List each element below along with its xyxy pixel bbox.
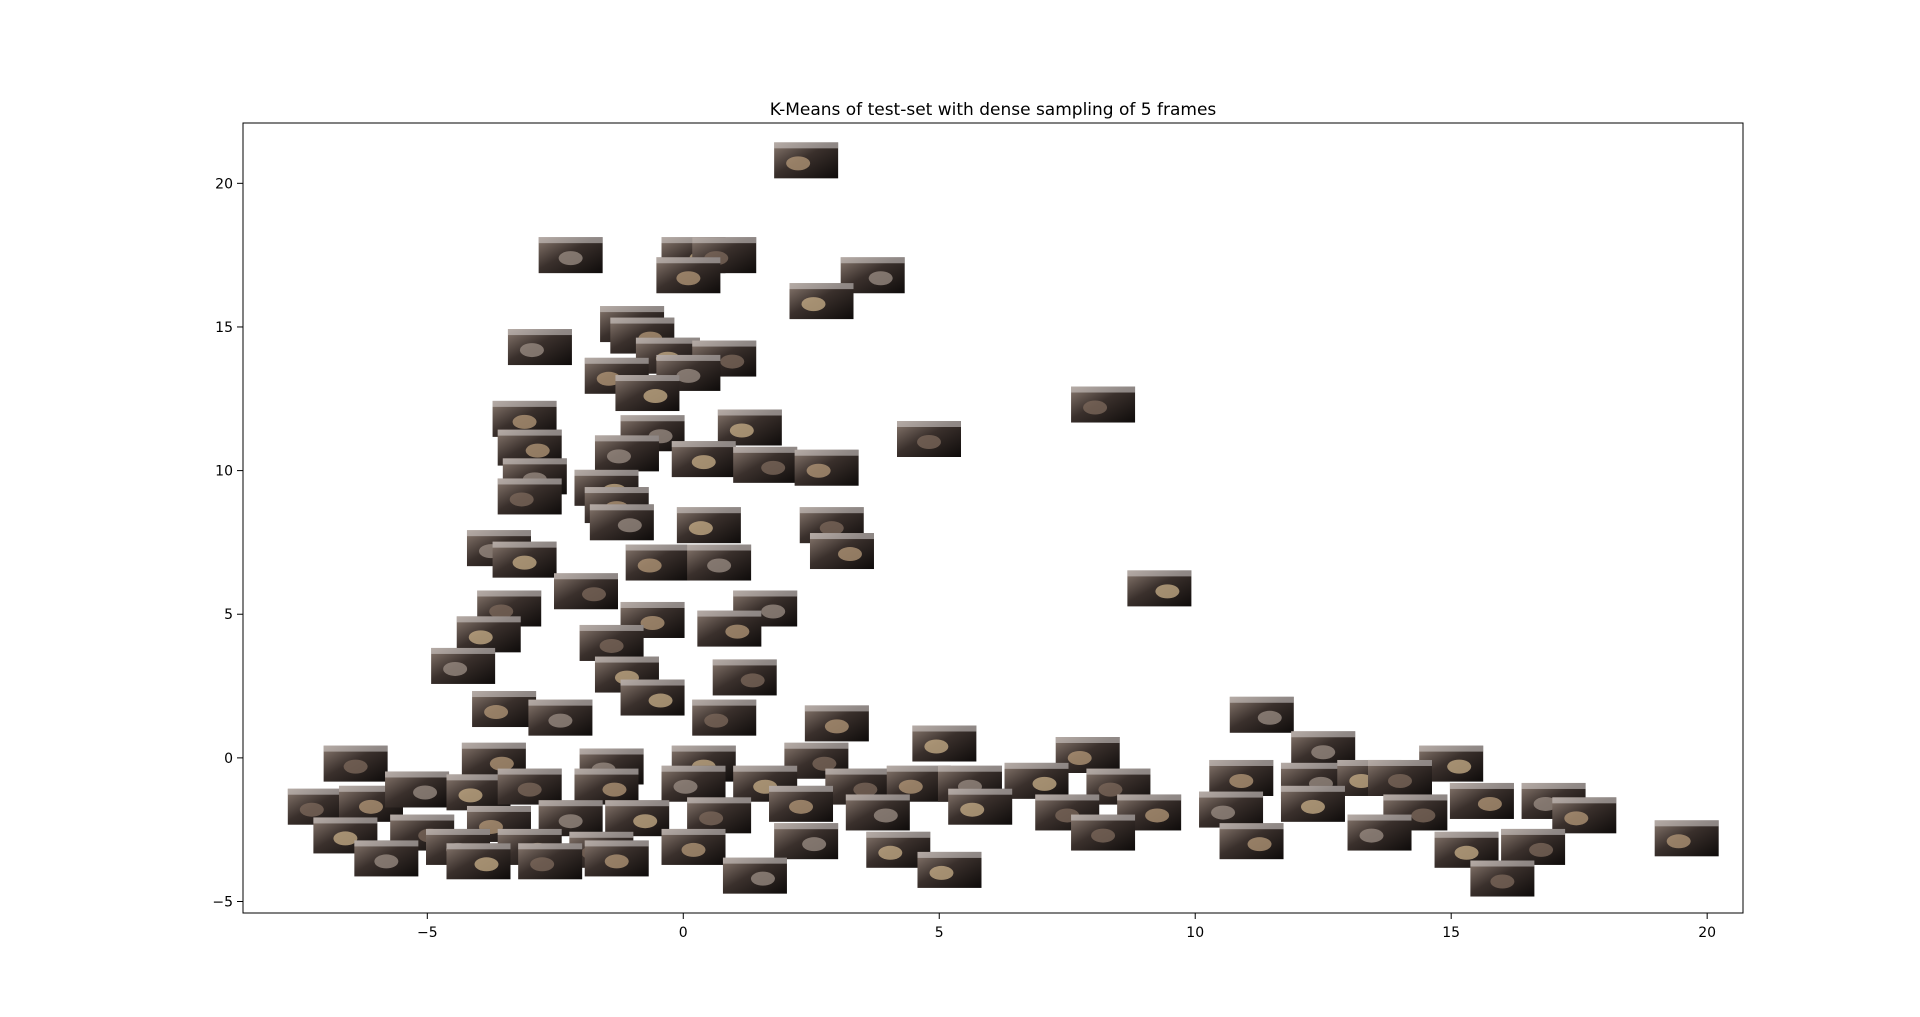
x-tick-label: −5 bbox=[417, 925, 438, 941]
thumbnail-point bbox=[1654, 820, 1719, 857]
thumbnail-point bbox=[507, 329, 572, 366]
thumbnail-point bbox=[774, 823, 839, 860]
thumbnail-point bbox=[1347, 814, 1412, 851]
chart-title: K-Means of test-set with dense sampling … bbox=[770, 100, 1217, 120]
thumbnail-point bbox=[697, 610, 762, 647]
thumbnail-point bbox=[1127, 570, 1192, 607]
thumbnail-point bbox=[774, 142, 839, 179]
y-tick-label: 10 bbox=[215, 464, 233, 480]
thumbnail-point bbox=[897, 421, 962, 457]
thumbnail-point bbox=[456, 616, 521, 653]
thumbnail-point bbox=[605, 800, 670, 837]
thumbnail-point bbox=[528, 699, 593, 736]
x-axis: −5 0 5 10 15 20 bbox=[417, 913, 1716, 941]
thumbnail-point bbox=[492, 541, 557, 578]
thumbnail-point bbox=[1199, 791, 1264, 828]
thumbnail-point bbox=[1071, 814, 1136, 851]
thumbnail-point bbox=[789, 283, 854, 320]
y-tick-label: 5 bbox=[224, 607, 233, 623]
y-axis: −5 0 5 10 15 20 bbox=[212, 176, 243, 911]
thumbnail-point bbox=[809, 533, 874, 570]
thumbnail-point bbox=[733, 446, 798, 483]
thumbnail-point bbox=[615, 375, 680, 412]
thumbnail-point bbox=[472, 691, 537, 728]
thumbnail-point bbox=[676, 507, 741, 544]
thumbnail-point bbox=[1209, 759, 1274, 796]
thumbnail-point bbox=[431, 647, 496, 684]
thumbnail-point bbox=[661, 765, 726, 802]
thumbnail-point bbox=[594, 435, 659, 472]
thumbnail-point bbox=[518, 843, 583, 880]
thumbnail-point bbox=[687, 544, 752, 581]
thumbnail-point bbox=[948, 788, 1013, 825]
thumbnail-point bbox=[497, 478, 562, 515]
thumbnail-point bbox=[1071, 386, 1136, 423]
thumbnail-point bbox=[385, 771, 450, 808]
x-tick-label: 10 bbox=[1186, 925, 1204, 941]
y-tick-label: 15 bbox=[215, 320, 233, 336]
y-tick-label: −5 bbox=[212, 895, 233, 911]
thumbnail-point bbox=[769, 785, 834, 822]
thumbnail-point bbox=[794, 449, 859, 486]
thumbnail-point bbox=[722, 857, 787, 894]
thumbnail-point bbox=[354, 840, 419, 877]
thumbnail-point bbox=[446, 843, 511, 880]
thumbnail-point bbox=[1367, 759, 1432, 796]
thumbnail-point bbox=[1004, 762, 1069, 799]
thumbnail-point bbox=[656, 257, 721, 294]
thumbnail-point bbox=[1055, 737, 1120, 773]
thumbnail-point bbox=[804, 705, 869, 742]
thumbnail-point bbox=[717, 409, 782, 446]
thumbnail-point bbox=[625, 544, 690, 581]
x-tick-label: 5 bbox=[935, 925, 944, 941]
thumbnail-point bbox=[1449, 782, 1514, 819]
thumbnail-point bbox=[1552, 797, 1617, 834]
thumbnail-point bbox=[554, 573, 619, 610]
thumbnail-point bbox=[538, 237, 603, 274]
thumbnail-point bbox=[1229, 696, 1294, 733]
thumbnail-point bbox=[712, 659, 777, 696]
thumbnail-point bbox=[661, 828, 726, 865]
thumbnail-point bbox=[323, 745, 388, 782]
thumbnail-point bbox=[1501, 828, 1566, 865]
thumbnail-point bbox=[574, 768, 639, 805]
thumbnail-point bbox=[671, 441, 736, 478]
x-tick-label: 15 bbox=[1442, 925, 1460, 941]
x-tick-label: 20 bbox=[1698, 925, 1716, 941]
thumbnail-point bbox=[656, 354, 721, 391]
thumbnail-point bbox=[1219, 823, 1284, 860]
thumbnail-point bbox=[497, 768, 562, 805]
thumbnail-point bbox=[845, 794, 910, 831]
thumbnail-markers bbox=[287, 142, 1719, 897]
thumbnail-point bbox=[589, 504, 654, 541]
thumbnail-point bbox=[840, 257, 905, 294]
thumbnail-point bbox=[1280, 785, 1345, 822]
thumbnail-point bbox=[620, 679, 685, 716]
plot-frame bbox=[242, 122, 1744, 914]
thumbnail-point bbox=[866, 831, 931, 868]
y-tick-label: 20 bbox=[215, 176, 233, 192]
thumbnail-point bbox=[687, 797, 752, 834]
thumbnail-point bbox=[917, 851, 982, 888]
thumbnail-point bbox=[1470, 860, 1535, 897]
x-tick-label: 0 bbox=[679, 925, 688, 941]
thumbnail-point bbox=[692, 699, 757, 736]
thumbnail-point bbox=[912, 725, 977, 762]
thumbnail-point bbox=[584, 840, 649, 877]
y-tick-label: 0 bbox=[224, 751, 233, 767]
thumbnail-point bbox=[579, 624, 644, 661]
